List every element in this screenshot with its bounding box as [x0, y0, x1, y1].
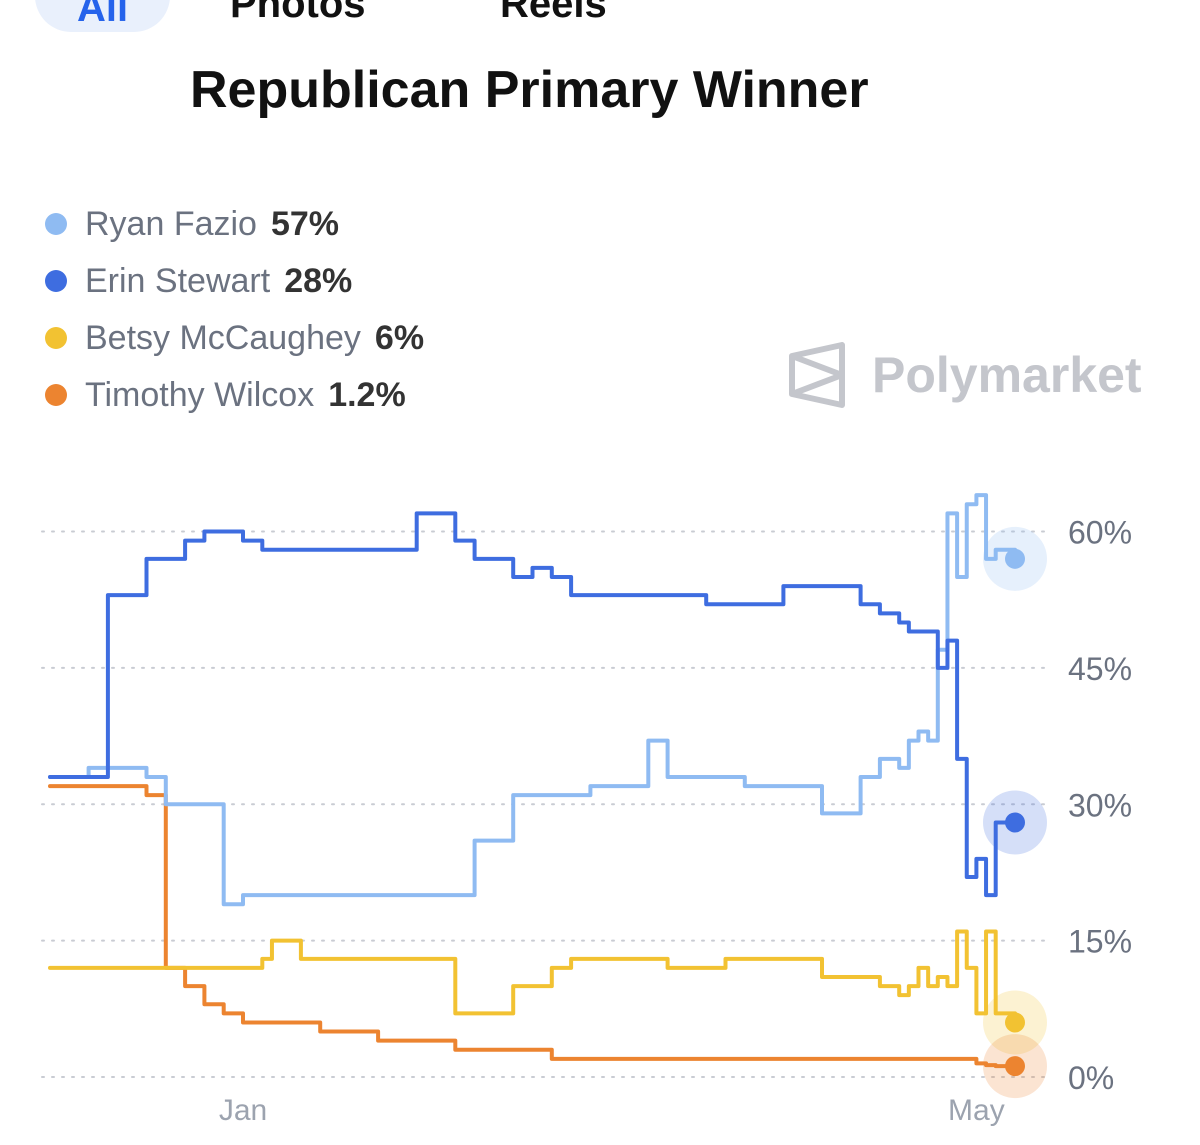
series-line-erin-stewart	[48, 511, 1017, 898]
y-tick-label-0: 0%	[1068, 1060, 1114, 1096]
legend-dot-mccaughey	[45, 326, 67, 349]
y-tick-label-2: 30%	[1068, 787, 1132, 823]
series-line-betsy-mccaughey	[48, 929, 1017, 1025]
chart-legend: Ryan Fazio 57% Erin Stewart 28% Betsy Mc…	[40, 195, 424, 423]
legend-dot-stewart	[45, 269, 67, 292]
legend-name-fazio: Ryan Fazio	[85, 204, 257, 243]
line-chart: 0% 15% 30% 45% 60% Jan May	[41, 493, 1132, 1127]
legend-dot-wilcox	[45, 383, 67, 406]
endpoint-dot-ryan-fazio	[1005, 548, 1025, 569]
legend-pct-wilcox: 1.2%	[328, 375, 406, 414]
legend-pct-mccaughey: 6%	[374, 318, 425, 357]
legend-item-mccaughey: Betsy McCaughey 6%	[40, 309, 424, 366]
tab-all-label: All	[76, 0, 129, 30]
watermark-text: Polymarket	[872, 347, 1142, 403]
polymarket-watermark: Polymarket	[788, 342, 1142, 408]
x-tick-label-1: May	[948, 1094, 1005, 1127]
legend-name-wilcox: Timothy Wilcox	[85, 375, 315, 414]
endpoint-dot-betsy-mccaughey	[1005, 1012, 1025, 1033]
y-tick-label-4: 60%	[1068, 515, 1132, 551]
series-line-ryan-fazio	[48, 493, 1017, 907]
y-tick-label-3: 45%	[1068, 651, 1132, 687]
legend-name-stewart: Erin Stewart	[85, 261, 271, 300]
top-tab-bar: All Photos Reels	[0, 0, 1200, 40]
legend-name-mccaughey: Betsy McCaughey	[85, 318, 361, 357]
y-tick-label-1: 15%	[1068, 924, 1132, 960]
legend-item-stewart: Erin Stewart 28%	[40, 252, 424, 309]
legend-item-wilcox: Timothy Wilcox 1.2%	[40, 366, 424, 423]
endpoint-dot-timothy-wilcox	[1005, 1056, 1025, 1077]
endpoint-dot-erin-stewart	[1005, 812, 1025, 833]
legend-pct-fazio: 57%	[270, 204, 340, 243]
chart-title: Republican Primary Winner	[190, 61, 869, 119]
legend-pct-stewart: 28%	[284, 261, 353, 300]
x-tick-label-0: Jan	[219, 1094, 267, 1127]
tab-photos[interactable]: Photos	[230, 0, 366, 26]
tab-all[interactable]: All	[35, 0, 170, 32]
legend-dot-fazio	[45, 212, 67, 235]
polymarket-logo-icon	[789, 342, 845, 408]
tab-reels[interactable]: Reels	[500, 0, 607, 26]
series-line-timothy-wilcox	[48, 784, 1017, 1069]
legend-item-fazio: Ryan Fazio 57%	[40, 195, 424, 252]
